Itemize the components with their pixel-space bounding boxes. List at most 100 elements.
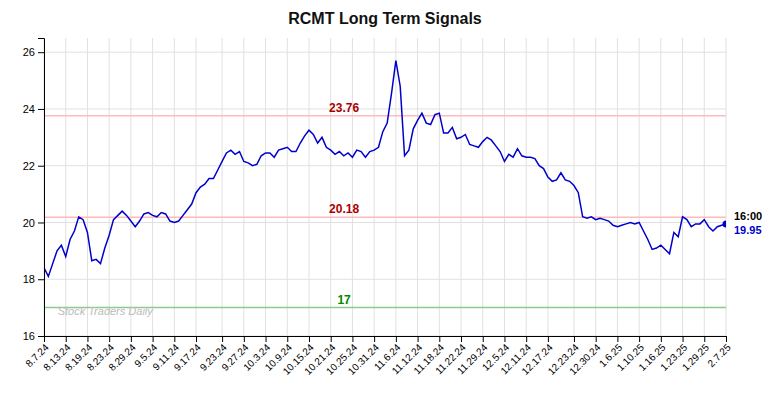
watermark: Stock Traders Daily (58, 305, 155, 317)
tick-mark (38, 222, 44, 223)
tick-mark (87, 336, 88, 342)
tick-mark (483, 336, 484, 342)
y-axis: 16 18 20 22 24 26 (23, 39, 45, 343)
grid-line (44, 279, 726, 280)
grid-line (374, 38, 375, 336)
tick: 22 (23, 160, 44, 172)
grid-line (308, 38, 309, 336)
tick: 1.29.25 (680, 336, 712, 373)
tick-label: 24 (23, 103, 35, 115)
tick: 8.29.24 (106, 336, 138, 373)
tick-label: 16 (23, 330, 35, 342)
chart: 1618202224268.7.248.13.248.19.248.23.248… (0, 0, 784, 398)
reference-line (44, 217, 726, 219)
tick-label: 20 (23, 216, 35, 228)
end-price-label: 19.95 (734, 224, 762, 236)
tick-mark (526, 336, 527, 342)
axis-line (38, 39, 45, 337)
grid-line (196, 38, 197, 336)
tick-mark (639, 336, 640, 342)
tick-label: 10.31.24 (346, 341, 382, 377)
tick-mark (309, 336, 310, 342)
tick-mark (44, 336, 45, 342)
tick-mark (287, 336, 288, 342)
tick-mark (244, 336, 245, 342)
tick: 16 (23, 330, 44, 342)
grid-line (482, 38, 483, 336)
tick-label: 12.30.24 (567, 341, 603, 377)
grid-line (287, 38, 288, 336)
tick-label: 26 (23, 46, 35, 58)
tick-mark (38, 279, 44, 280)
tick-mark (131, 336, 132, 342)
grid-line (87, 38, 88, 336)
tick: 26 (23, 46, 44, 58)
tick: 2.7.25 (705, 336, 733, 369)
tick-mark (617, 336, 618, 342)
grid (44, 38, 726, 336)
tick-mark (38, 52, 44, 53)
tick-label: 8.29.24 (106, 341, 138, 373)
tick-mark (548, 336, 549, 342)
tick-mark (504, 336, 505, 342)
tick: 18 (23, 273, 44, 285)
grid-line (395, 38, 396, 336)
tick-label: 1.29.25 (680, 341, 712, 373)
grid-line (65, 38, 66, 336)
tick-mark (661, 336, 662, 342)
tick-mark (596, 336, 597, 342)
tick-mark (66, 336, 67, 342)
grid-line (330, 38, 331, 336)
grid-line (595, 38, 596, 336)
grid-line (461, 38, 462, 336)
grid-line (617, 38, 618, 336)
tick-mark (439, 336, 440, 342)
tick-mark (196, 336, 197, 342)
grid-line (44, 108, 726, 109)
reference-label: 17 (337, 293, 351, 307)
grid-line (174, 38, 175, 336)
marks (44, 61, 726, 308)
tick-mark (109, 336, 110, 342)
tick-mark (574, 336, 575, 342)
end-time-label: 16:00 (734, 210, 762, 222)
grid-line (526, 38, 527, 336)
tick-mark (352, 336, 353, 342)
grid-line (417, 38, 418, 336)
tick-mark (153, 336, 154, 342)
tick-mark (38, 109, 44, 110)
tick: 12.30.24 (567, 336, 603, 377)
tick-mark (374, 336, 375, 342)
tick-mark (726, 336, 727, 342)
tick-label: 2.7.25 (705, 341, 733, 369)
grid-line (726, 38, 727, 336)
tick: 24 (23, 103, 44, 115)
reference-line (44, 115, 726, 117)
grid-line (44, 165, 726, 166)
grid-line (704, 38, 705, 336)
grid-line (639, 38, 640, 336)
price-line (44, 61, 726, 277)
annotations: 23.76 20.18 17 16:00 19.95 Stock Traders Dail… (58, 101, 763, 317)
end-dot (723, 220, 727, 227)
reference-label: 20.18 (329, 202, 359, 216)
grid-line (152, 38, 153, 336)
tick: 20 (23, 216, 44, 228)
reference-label: 23.76 (329, 101, 359, 115)
grid-line (130, 38, 131, 336)
tick-mark (222, 336, 223, 342)
tick-mark (331, 336, 332, 342)
tick-mark (38, 336, 44, 337)
grid-line (682, 38, 683, 336)
grid-line (439, 38, 440, 336)
tick-mark (704, 336, 705, 342)
tick-label: 22 (23, 160, 35, 172)
tick-mark (461, 336, 462, 342)
title: RCMT Long Term Signals (288, 10, 482, 27)
grid-line (504, 38, 505, 336)
tick: 10.31.24 (346, 336, 382, 377)
grid-line (265, 38, 266, 336)
grid-line (352, 38, 353, 336)
tick-mark (396, 336, 397, 342)
tick-mark (38, 166, 44, 167)
